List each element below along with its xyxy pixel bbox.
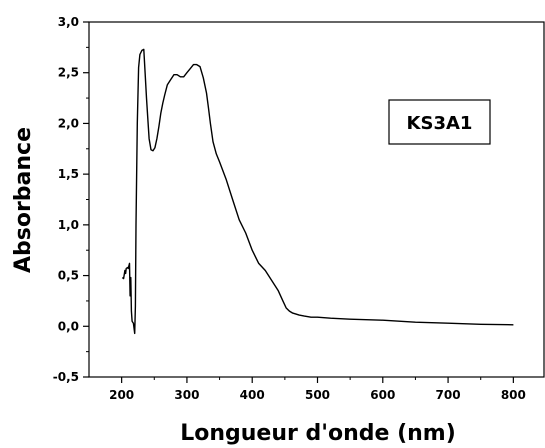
y-axis: -0,5 0,0 0,5 1,0 1,5 2,0 2,5 3,0: [53, 15, 89, 384]
x-tick-label: 700: [436, 388, 461, 402]
y-tick-label: 2,5: [58, 66, 79, 80]
y-tick-label: -0,5: [53, 370, 79, 384]
legend: KS3A1: [388, 99, 491, 145]
series-line: [121, 48, 514, 335]
y-tick-label: 3,0: [58, 15, 79, 29]
x-tick-label: 800: [501, 388, 526, 402]
x-axis: 200 300 400 500 600 700 800: [109, 377, 526, 402]
plot-area: 200 300 400 500 600 700 800 -0,5 0,0 0,5 1,0 1,5 2,…: [53, 15, 545, 402]
y-tick-label: 0,0: [58, 319, 79, 333]
x-tick-label: 600: [370, 388, 395, 402]
y-tick-label: 1,5: [58, 167, 79, 181]
x-tick-label: 400: [240, 388, 265, 402]
x-tick-label: 300: [174, 388, 199, 402]
legend-box: [388, 99, 491, 145]
y-axis-title: Absorbance: [11, 127, 36, 273]
x-tick-label: 200: [109, 388, 134, 402]
legend-series-label: KS3A1: [407, 113, 473, 134]
x-axis-title: Longueur d'onde (nm): [180, 421, 456, 446]
y-tick-label: 2,0: [58, 116, 79, 130]
y-tick-label: 0,5: [58, 269, 79, 283]
y-tick-label: 1,0: [58, 218, 79, 232]
x-tick-label: 500: [305, 388, 330, 402]
